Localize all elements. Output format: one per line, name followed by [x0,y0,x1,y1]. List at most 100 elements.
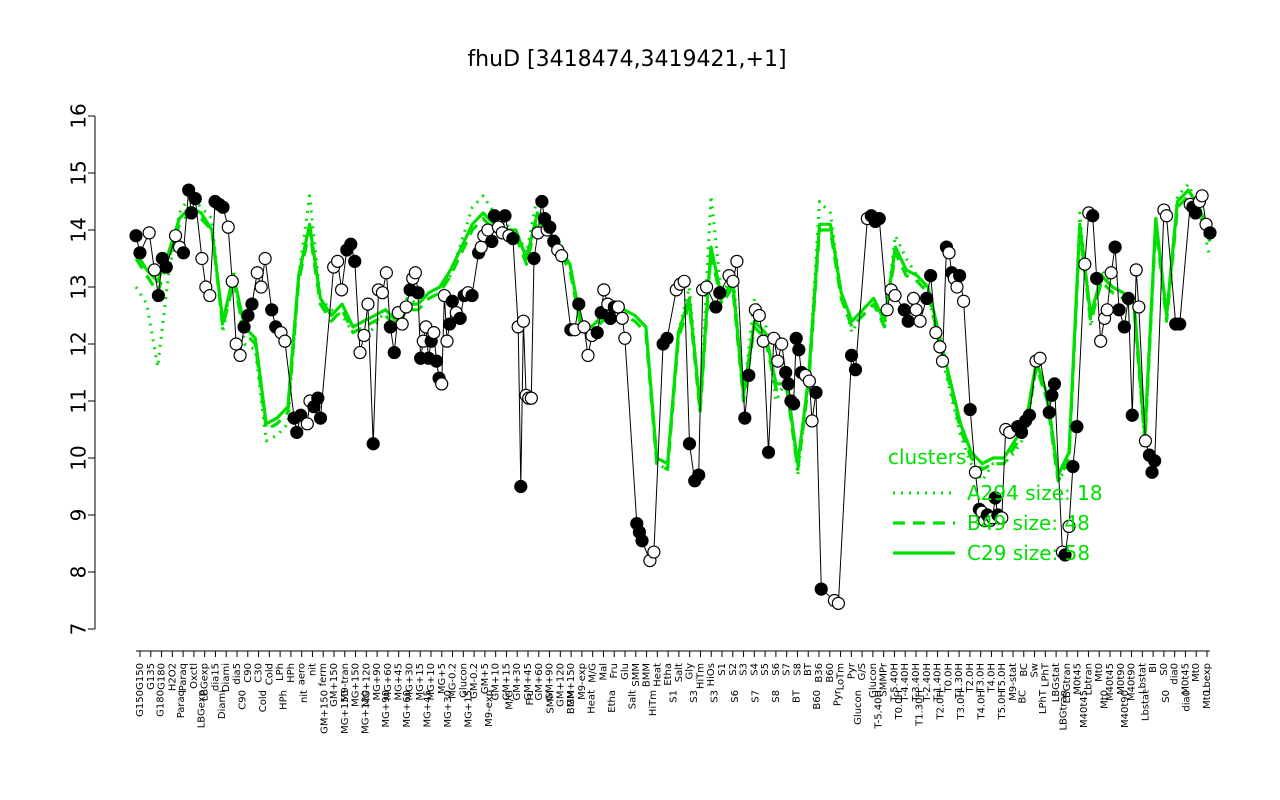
x-tick-label: LBGtran [1058,690,1069,731]
data-point [713,286,727,300]
data-point [399,300,413,314]
x-tick-label: S2 [728,663,739,676]
y-tick-label: 8 [67,566,91,579]
x-tick-label: M40t45 [1079,690,1090,728]
x-tick-label: Diami [221,663,232,692]
x-tick-label: M40t90 [1127,663,1138,701]
data-point [1195,189,1209,203]
data-point [929,326,943,340]
data-point [188,192,202,206]
data-point [383,320,397,334]
x-tick-label: Paraq [176,690,187,718]
data-point [465,288,479,303]
data-point [1203,226,1217,240]
x-tick-label: Gly [685,663,696,680]
x-tick-label: LPhT [1040,662,1051,687]
x-tick-label: T2.0H [965,663,976,694]
data-point [411,286,425,300]
x-tick-label: MG+15 [463,690,474,727]
x-tick-label: dia0 [1181,690,1192,712]
data-point [142,226,156,240]
x-tick-label: BI [1148,663,1159,673]
data-point [611,300,625,314]
x-tick-label: T5.0H [997,663,1008,694]
x-tick-label: HiTm [695,663,706,689]
x-tick-label: Lbstat [1137,663,1148,694]
data-point [581,348,595,362]
x-tick-label: Pyr [833,689,844,706]
x-tick-label: G180 [156,690,167,717]
y-tick-label: 10 [67,445,91,470]
x-tick-label: Diami [217,690,228,719]
x-tick-label: T3.0H [976,663,987,694]
data-point [168,229,183,243]
x-tick-label: HiTm [648,690,659,716]
data-point [353,345,367,360]
x-tick-label: MG+90 [381,690,392,727]
y-tick-label: 9 [67,509,91,522]
x-tick-label: MG+10 [426,663,437,700]
data-point [229,337,243,351]
x-tick-label: T3.0H [956,690,967,721]
x-tick-label: Heat [652,663,663,687]
data-point [660,331,674,345]
data-point [278,334,292,348]
data-point [956,294,971,308]
data-point [792,343,806,357]
x-tick-label: S5 [760,663,771,676]
data-point [775,337,789,351]
x-tick-label: GM+30 [512,663,523,700]
data-point [953,269,967,283]
data-point [290,425,304,439]
data-point [453,311,467,325]
x-tick-label: T-1.40H [933,663,944,703]
data-point [1022,408,1037,422]
x-tick-label: T-5.40H [874,690,885,730]
x-tick-label: MG+120 [361,663,372,707]
x-tick-label: MG+5 [437,663,448,694]
data-point [700,280,714,294]
data-point [779,365,793,380]
x-tick-label: M9-exp [484,690,495,727]
data-point [968,465,983,479]
data-point [677,274,691,288]
x-tick-label: T4.0H [976,690,987,721]
data-point [618,331,632,345]
x-tick-label: S7 [782,663,793,676]
y-tick-label: 11 [67,388,91,413]
x-tick-label: Glucon [853,690,864,725]
x-tick-label: Mal [598,663,609,681]
x-tick-label: LBGstat [1051,663,1062,702]
data-point [814,582,828,596]
x-tick-label: Salt [674,663,685,682]
data-point [897,303,911,317]
data-point [379,266,393,280]
legend: clusters A294 size: 18 B49 size: 48 C29 si… [888,445,1103,565]
x-tick-label: M0t45 [1180,663,1191,695]
legend-label: B49 size: 48 [967,511,1090,535]
x-tick-label: dia15 [210,663,221,691]
x-tick-label: M9-exp [577,663,588,700]
x-tick-label: Etha [663,663,674,686]
data-point [344,237,358,251]
data-point [1188,206,1203,220]
x-tick-label: MG+15 [415,663,426,700]
data-point [294,408,308,422]
data-point [1132,300,1146,314]
data-point [331,254,345,268]
x-tick-label: Mt0 [1202,690,1213,709]
x-tick-label: nit [307,663,318,676]
data-point [300,417,314,431]
x-tick-label: GM+90 [545,663,556,700]
data-point [988,491,1002,505]
x-tick-label: BC [1019,663,1030,677]
data-point [603,311,618,325]
x-tick-label: Mt0 [1094,663,1105,682]
data-points [129,183,1217,610]
data-point [133,246,147,260]
data-point [1014,425,1029,439]
data-point [1094,334,1108,348]
data-point [577,320,591,334]
x-tick-label: M40t45 [1105,663,1116,701]
data-point [216,200,230,214]
